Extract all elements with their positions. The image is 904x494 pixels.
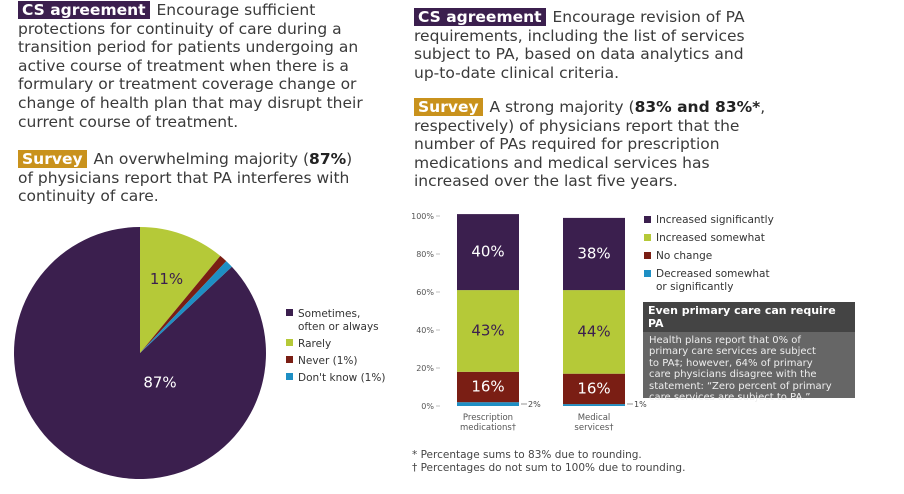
callout-line: to PA‡; however, 64% of primary	[649, 357, 813, 369]
left-cs-line: transition period for patients undergoin…	[18, 38, 359, 57]
right-survey-line: number of PAs required for prescription	[414, 135, 720, 154]
left-cs-line: current course of treatment.	[18, 112, 239, 131]
x-category-label: services†	[574, 423, 614, 433]
left-cs-line: active course of treatment when there is…	[18, 56, 349, 75]
legend-label: Increased significantly	[656, 214, 774, 226]
pie-chart: 87% 11% Sometimes,often or always Rarely Nev…	[13, 227, 385, 479]
legend-swatch	[286, 339, 293, 346]
legend-label: Don't know (1%)	[298, 372, 385, 384]
bar-segment	[457, 371, 519, 403]
primary-care-callout: Even primary care can require PA Health …	[643, 302, 855, 403]
y-tick-label: 80%	[416, 250, 434, 259]
data-label: 38%	[577, 245, 610, 263]
callout-body: Health plans report that 0% of primary c…	[643, 332, 855, 403]
legend-label: often or always	[298, 321, 379, 333]
right-cs-block: CS agreement Encourage revision of PA re…	[414, 8, 774, 82]
pie-slice	[13, 227, 266, 479]
x-category-label: Prescription	[463, 413, 513, 423]
data-label: 2%	[528, 400, 541, 409]
pie-slice	[140, 227, 221, 353]
bar-segment	[457, 214, 519, 291]
survey-tag: Survey	[18, 150, 87, 168]
callout-line: care services are subject to PA.”	[649, 392, 811, 404]
x-category-label: Medical	[578, 413, 611, 423]
right-cs-line: subject to PA, based on data analytics a…	[414, 45, 744, 64]
legend-label: Sometimes,	[298, 308, 360, 320]
data-label: 16%	[471, 378, 504, 396]
bar-segment	[563, 290, 625, 374]
right-cs-line-1: CS agreement Encourage revision of PA	[414, 8, 774, 27]
y-tick-label: 20%	[416, 364, 434, 373]
y-tick-label: 0%	[421, 402, 434, 411]
left-cs-line: protections for continuity of care durin…	[18, 19, 342, 38]
left-cs-line: formulary or treatment coverage change o…	[18, 75, 357, 94]
legend-label: No change	[656, 250, 712, 262]
callout-line: primary care services are subject	[649, 346, 816, 358]
data-label: 16%	[577, 379, 610, 397]
bar-segment	[457, 402, 519, 406]
legend-swatch	[286, 309, 293, 316]
right-survey-line: increased over the last five years.	[414, 172, 678, 191]
legend-swatch	[644, 252, 651, 259]
bar-segment	[563, 373, 625, 405]
bar-segment	[563, 217, 625, 291]
stacked-bar-chart: 0% 20% 40% 60% 80% 100% 2% 16% 43% 40% Prescriptio…	[411, 212, 774, 433]
data-label: 1%	[634, 400, 647, 409]
left-survey-block: Survey An overwhelming majority (87%) of…	[18, 150, 368, 206]
data-label: 40%	[471, 243, 504, 261]
pie-slice	[140, 261, 232, 353]
footnotes: * Percentage sums to 83% due to rounding…	[412, 449, 685, 475]
survey-tag: Survey	[414, 98, 483, 116]
bar-segment	[563, 404, 625, 406]
right-survey-line: respectively) of physicians report that …	[414, 116, 740, 135]
right-survey-block: Survey A strong majority (83% and 83%*, …	[414, 98, 774, 191]
cs-agreement-tag: CS agreement	[18, 1, 150, 19]
y-tick-label: 100%	[411, 212, 434, 221]
legend-label: Increased somewhat	[656, 232, 765, 244]
legend-label: or significantly	[656, 281, 733, 293]
callout-line: care physicians disagree with the	[649, 369, 817, 381]
data-label: 44%	[577, 322, 610, 340]
data-label: 43%	[471, 322, 504, 340]
right-cs-line: up-to-date clinical criteria.	[414, 63, 620, 82]
right-survey-line: medications and medical services has	[414, 153, 710, 172]
left-survey-line: continuity of care.	[18, 187, 159, 206]
right-survey-line-1: Survey A strong majority (83% and 83%*,	[414, 98, 774, 117]
left-survey-line-1: Survey An overwhelming majority (87%)	[18, 150, 368, 169]
cs-agreement-tag: CS agreement	[414, 8, 546, 26]
callout-line: Health plans report that 0% of	[649, 335, 801, 346]
footnote-rounding-100: † Percentages do not sum to 100% due to …	[412, 462, 686, 474]
right-cs-line: requirements, including the list of serv…	[414, 26, 745, 45]
left-cs-line: change of health plan that may disrupt t…	[18, 93, 363, 112]
legend-swatch	[644, 234, 651, 241]
callout-line: statement: “Zero percent of primary	[649, 380, 832, 392]
y-tick-label: 60%	[416, 288, 434, 297]
legend-label: Rarely	[298, 338, 331, 350]
legend-label: Decreased somewhat	[656, 268, 770, 280]
callout-title: Even primary care can require PA	[643, 302, 855, 332]
legend-swatch	[286, 373, 293, 380]
legend-swatch	[644, 270, 651, 277]
x-category-label: medications†	[460, 423, 517, 433]
pie-slice	[140, 255, 227, 353]
pie-slice-label: 87%	[143, 374, 176, 392]
pie-slice-label: 11%	[150, 270, 183, 288]
left-survey-line: of physicians report that PA interferes …	[18, 168, 350, 187]
footnote-rounding-83: * Percentage sums to 83% due to rounding…	[412, 449, 642, 461]
legend-swatch	[644, 216, 651, 223]
legend-swatch	[286, 356, 293, 363]
left-cs-line-1: CS agreement Encourage sufficient	[18, 1, 368, 20]
bar-segment	[457, 290, 519, 372]
legend-label: Never (1%)	[298, 355, 358, 367]
left-cs-block: CS agreement Encourage sufficient protec…	[18, 1, 368, 131]
y-tick-label: 40%	[416, 326, 434, 335]
